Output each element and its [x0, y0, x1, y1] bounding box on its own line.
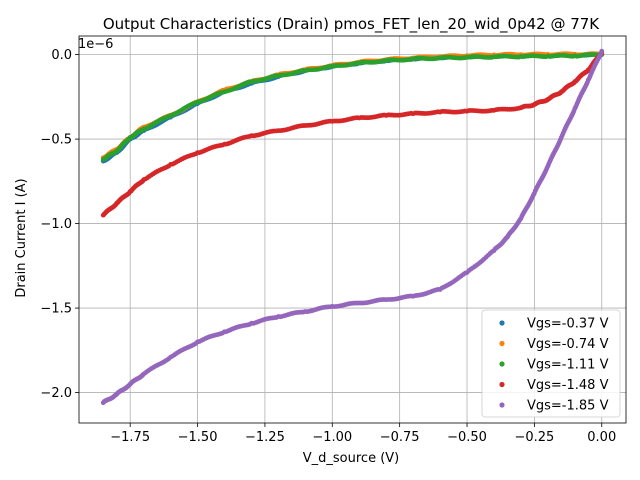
x-axis-label: V_d_source (V): [303, 451, 399, 466]
series-3: [100, 50, 605, 218]
x-tick-label: −1.75: [110, 430, 150, 445]
legend: Vgs=-0.37 V Vgs=-0.74 V Vgs=-1.11 V Vgs=-1.…: [481, 309, 621, 418]
y-tick-label: −1.0: [40, 217, 72, 232]
x-tick-label: −1.25: [245, 430, 285, 445]
legend-label: Vgs=-0.37 V: [527, 317, 609, 332]
legend-marker: [499, 361, 505, 367]
legend-label: Vgs=-1.11 V: [527, 358, 609, 373]
chart-title: Output Characteristics (Drain) pmos_FET_…: [103, 15, 600, 34]
legend-label: Vgs=-1.85 V: [527, 399, 609, 414]
x-tick-label: −0.50: [447, 430, 487, 445]
legend-marker: [499, 402, 505, 408]
y-tick-label: 0.0: [51, 48, 72, 63]
legend-marker: [499, 381, 505, 388]
x-tick-label: 0.00: [587, 430, 616, 445]
x-tick-label: −1.00: [312, 430, 352, 445]
x-axis: −1.75 −1.50 −1.25 −1.00 −0.75 −0.50 −0.25 0.00: [110, 423, 616, 445]
y-offset-label: 1e−6: [78, 37, 113, 52]
plot-frame: [78, 35, 627, 424]
y-axis-label: Drain Current I (A): [14, 178, 29, 297]
series-layer: [100, 48, 605, 406]
legend-marker: [499, 320, 505, 326]
series-4: [100, 48, 605, 406]
data-point: [599, 48, 605, 54]
series-2: [100, 52, 605, 162]
x-tick-label: −0.25: [514, 430, 554, 445]
legend-box: [481, 309, 621, 418]
x-tick-label: −0.75: [380, 430, 420, 445]
legend-marker: [499, 340, 505, 347]
x-tick-label: −1.50: [178, 430, 218, 445]
y-tick-label: −2.0: [40, 386, 72, 401]
legend-label: Vgs=-0.74 V: [527, 337, 609, 352]
y-axis: 0.0 −0.5 −1.0 −1.5 −2.0: [40, 48, 79, 401]
y-tick-label: −0.5: [40, 133, 72, 148]
legend-label: Vgs=-1.48 V: [527, 378, 609, 393]
y-tick-label: −1.5: [40, 302, 72, 317]
